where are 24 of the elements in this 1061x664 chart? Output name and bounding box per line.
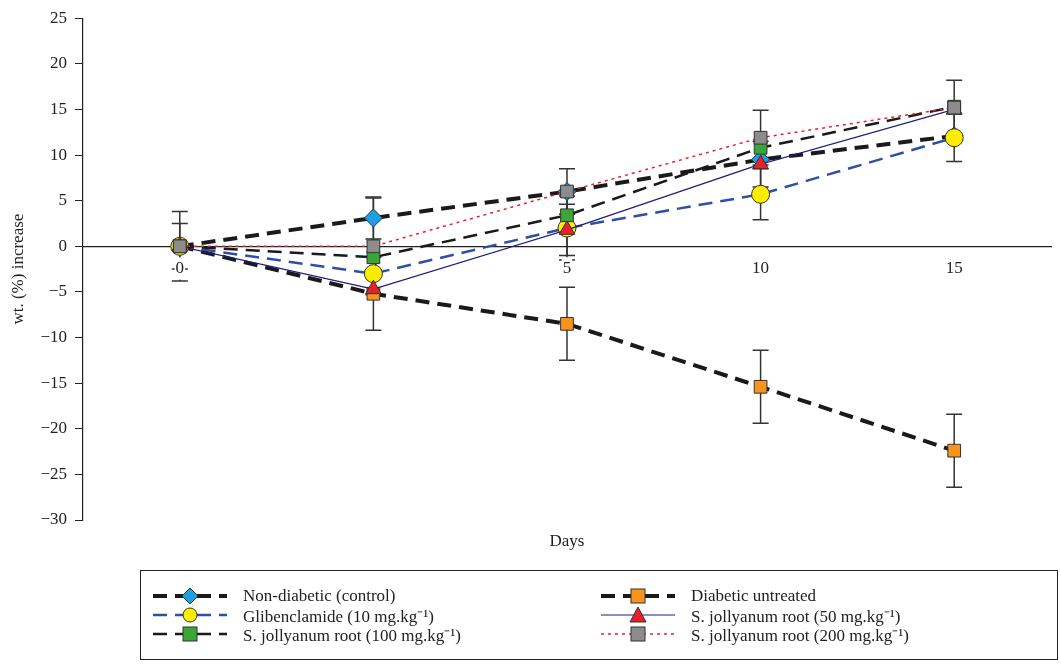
x-tick-label: 15 bbox=[945, 257, 963, 277]
y-axis-title: wt. (%) increase bbox=[7, 213, 27, 325]
x-axis-title: Days bbox=[549, 531, 585, 550]
y-tick-label: −5 bbox=[48, 281, 67, 301]
y-tick-label: −25 bbox=[40, 463, 67, 483]
x-tick-label: 5 bbox=[562, 257, 572, 277]
legend-label: S. jollyanum root (200 mg.kg⁻¹) bbox=[691, 625, 909, 646]
legend-label: Glibenclamide (10 mg.kg⁻¹) bbox=[243, 605, 434, 627]
y-tick-label: 10 bbox=[49, 144, 67, 164]
y-tick-label: −20 bbox=[40, 418, 67, 438]
y-tick-label: 0 bbox=[58, 235, 67, 255]
y-tick-label: −10 bbox=[40, 327, 67, 346]
y-tick-label: −30 bbox=[40, 509, 67, 529]
x-tick-label: 0 bbox=[175, 257, 185, 277]
y-tick-label: 5 bbox=[58, 190, 67, 210]
legend-label: Non-diabetic (control) bbox=[243, 586, 396, 606]
y-tick-label: 25 bbox=[49, 7, 67, 27]
legend-label: S. jollyanum root (100 mg.kg⁻¹) bbox=[243, 625, 461, 646]
x-tick-label: 10 bbox=[752, 257, 770, 277]
y-tick-label: −15 bbox=[40, 372, 67, 392]
legend-label: S. jollyanum root (50 mg.kg⁻¹) bbox=[691, 605, 901, 627]
y-tick-label: 15 bbox=[49, 98, 67, 118]
legend-label: Diabetic untreated bbox=[691, 586, 817, 606]
y-tick-label: 20 bbox=[49, 53, 67, 73]
